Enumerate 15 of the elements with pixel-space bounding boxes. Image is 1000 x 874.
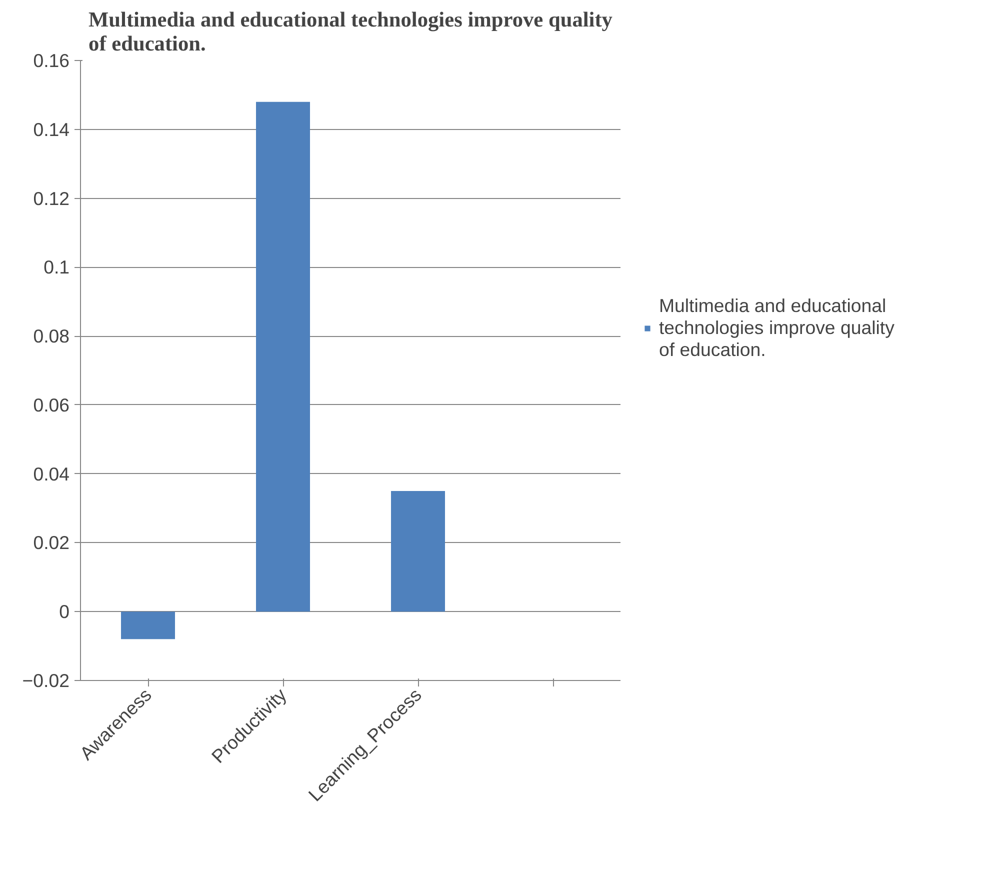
y-tick-label: −0.02 (22, 670, 70, 691)
bar (256, 102, 310, 612)
chart-title: Multimedia and educational technologies improve quality of education. (88, 8, 613, 56)
y-tick-label: 0.14 (33, 118, 70, 140)
y-tick-label: 0.06 (33, 394, 70, 416)
y-tick-label: 0 (59, 601, 70, 622)
y-tick-label: 0.04 (33, 463, 70, 484)
legend-label: Multimedia and educational technologies improve quality of education. (659, 294, 894, 360)
y-tick-label: 0.1 (44, 256, 70, 278)
y-tick-label: 0.08 (33, 326, 70, 347)
bar (391, 491, 445, 612)
bar (121, 612, 175, 640)
y-tick-label: 0.12 (33, 188, 70, 209)
y-tick-label: 0.02 (33, 532, 70, 554)
y-tick-label: 0.16 (33, 50, 70, 71)
